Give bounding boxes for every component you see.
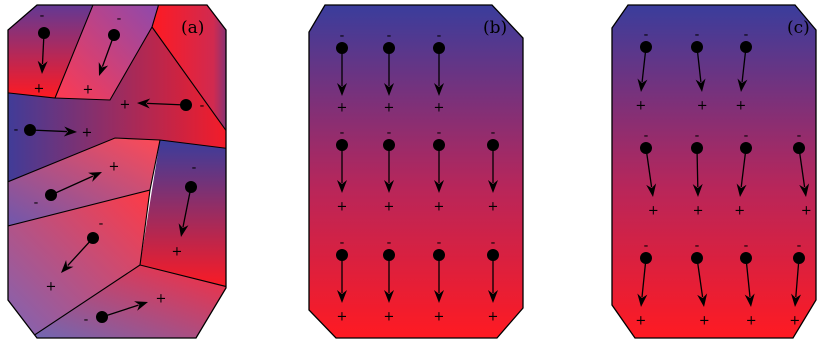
charge-dot [793,252,805,264]
positive-sign: + [83,83,94,98]
positive-sign: + [635,99,646,114]
charge-dot [24,124,36,136]
panel-a: - + - + - + - + - + - + - + - + (a) [0,0,240,343]
positive-sign: + [384,310,395,325]
charge-dot [383,249,395,261]
charge-dot [740,252,752,264]
positive-sign: + [82,126,93,141]
negative-sign: - [340,29,345,44]
charge-dot [108,29,120,41]
charge-dot [96,311,108,323]
negative-sign: - [14,123,19,138]
positive-sign: + [434,310,445,325]
negative-sign: - [491,126,496,141]
charge-dot [38,27,50,39]
negative-sign: - [695,129,700,144]
negative-sign: - [797,239,802,254]
positive-sign: + [434,101,445,116]
charge-dot [383,42,395,54]
negative-sign: - [644,129,649,144]
panel-c: - + - + - + - + - + - + - + - + - + - + - + (c) [612,5,816,338]
positive-sign: + [337,310,348,325]
negative-sign: - [695,239,700,254]
charge-dot [740,41,752,53]
positive-sign: + [648,204,659,219]
charge-dot [336,249,348,261]
charge-dot [433,42,445,54]
positive-sign: + [120,98,131,113]
positive-sign: + [697,99,708,114]
positive-sign: + [488,200,499,215]
positive-sign: + [635,314,646,329]
positive-sign: + [337,200,348,215]
panel-b: - + - + - + - + - + - + - + - + - + - + - + (b) [309,5,523,338]
charge-dot [336,139,348,151]
positive-sign: + [384,200,395,215]
positive-sign: + [746,314,757,329]
charge-dot [45,189,57,201]
negative-sign: - [644,28,649,43]
positive-sign: + [46,280,57,295]
negative-sign: - [340,126,345,141]
negative-sign: - [744,239,749,254]
positive-sign: + [109,160,120,175]
negative-sign: - [437,29,442,44]
charge-dot [185,181,197,193]
panel-b-background [309,5,523,338]
panel-c-label: (c) [787,18,810,38]
negative-sign: - [797,129,802,144]
charge-dot [433,139,445,151]
negative-sign: - [34,196,39,211]
positive-sign: + [734,204,745,219]
negative-sign: - [744,129,749,144]
negative-sign: - [744,28,749,43]
positive-sign: + [789,314,800,329]
negative-sign: - [437,126,442,141]
positive-sign: + [337,101,348,116]
negative-sign: - [192,161,197,176]
positive-sign: + [488,310,499,325]
negative-sign: - [99,217,104,232]
panel-a-label: (a) [181,18,204,38]
panel-a-grains [0,0,240,343]
positive-sign: + [693,204,704,219]
charge-dot [180,99,192,111]
negative-sign: - [40,9,45,24]
negative-sign: - [387,126,392,141]
negative-sign: - [340,236,345,251]
negative-sign: - [491,236,496,251]
positive-sign: + [34,82,45,97]
charge-dot [336,42,348,54]
positive-sign: + [172,245,183,260]
charge-dot [87,232,99,244]
charge-dot [433,249,445,261]
positive-sign: + [735,99,746,114]
negative-sign: - [644,239,649,254]
negative-sign: - [117,12,122,27]
charge-dot [640,252,652,264]
charge-dot [640,41,652,53]
charge-dot [691,142,703,154]
charge-dot [383,139,395,151]
charge-dot [487,139,499,151]
charge-dot [793,142,805,154]
charge-dot [691,41,703,53]
negative-sign: - [200,99,205,114]
positive-sign: + [384,101,395,116]
charge-dot [487,249,499,261]
negative-sign: - [84,313,89,328]
positive-sign: + [156,292,167,307]
positive-sign: + [699,314,710,329]
negative-sign: - [695,28,700,43]
negative-sign: - [437,236,442,251]
charge-dot [640,142,652,154]
charge-dot [691,252,703,264]
charge-dot [740,142,752,154]
negative-sign: - [387,29,392,44]
negative-sign: - [387,236,392,251]
panel-b-label: (b) [483,18,507,38]
positive-sign: + [434,200,445,215]
positive-sign: + [801,204,812,219]
